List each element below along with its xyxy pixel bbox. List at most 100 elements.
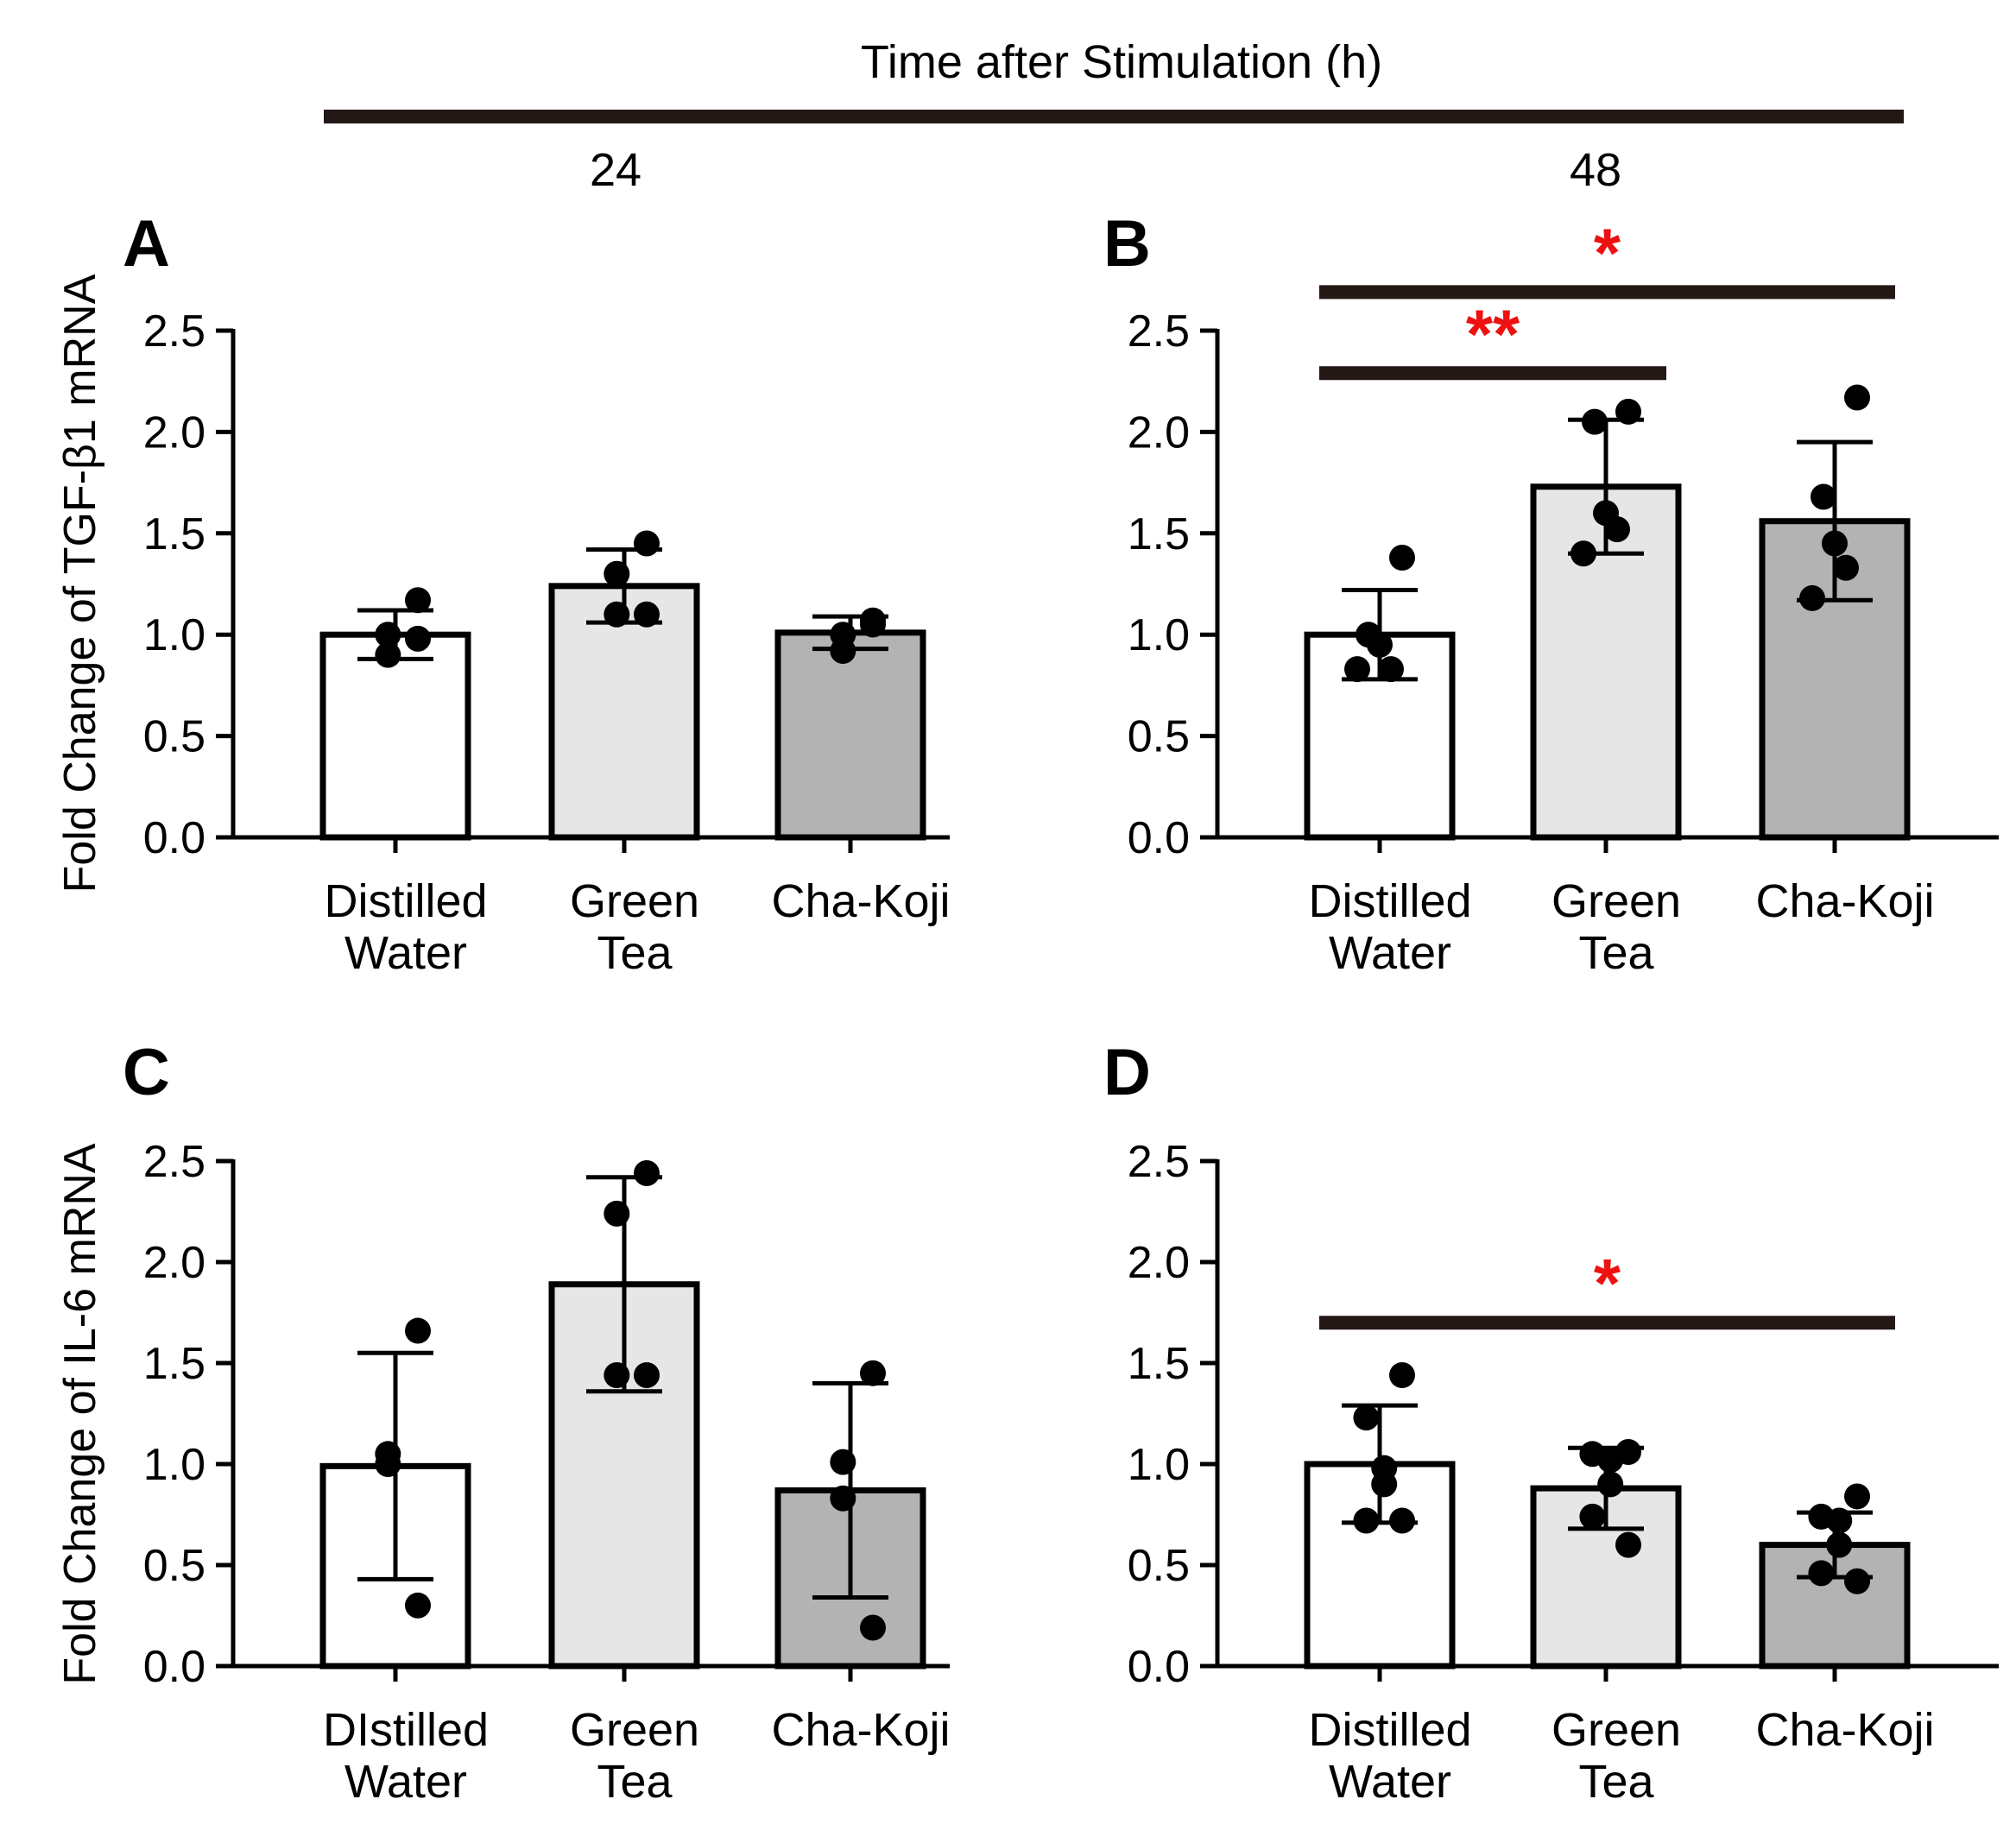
x-tick-label-line: Green [1551, 1704, 1681, 1756]
y-tick-label: 1.5 [1128, 509, 1190, 559]
y-tick-label: 0.0 [143, 1642, 205, 1692]
y-tick-label: 0.5 [143, 712, 205, 762]
data-point [405, 1317, 431, 1344]
x-tick-label-line: Cha-Koji [771, 1704, 950, 1756]
y-tick-label: 1.5 [143, 1339, 205, 1389]
x-tick-label-line: Distilled [324, 875, 487, 927]
y-tick-label: 0.0 [1128, 813, 1190, 863]
x-tick-label-line: Distilled [1308, 1704, 1471, 1756]
data-point [1826, 1531, 1853, 1558]
data-point [830, 1485, 856, 1512]
x-tick-label: Green Tea [570, 1704, 699, 1808]
bar [774, 629, 926, 841]
data-point [1811, 483, 1836, 510]
y-tick-label: 2.5 [1128, 1137, 1190, 1187]
y-tick-label: 1.0 [1128, 1440, 1190, 1490]
data-point [1389, 544, 1415, 571]
data-point [1389, 1362, 1415, 1389]
data-point [604, 560, 630, 587]
x-tick-label-line: DIstilled [323, 1704, 489, 1756]
data-point [405, 587, 431, 614]
y-tick-label: 2.0 [1128, 407, 1190, 458]
x-tick-label-line: Water [344, 927, 467, 979]
x-tick-label: Green Tea [1551, 875, 1681, 979]
y-tick-label: 0.0 [1128, 1642, 1190, 1692]
data-point [1615, 1531, 1641, 1558]
y-axis-label: Fold Change of IL-6 mRNA [55, 1143, 105, 1684]
header-time-24: 24 [590, 144, 641, 196]
data-point [634, 530, 660, 557]
data-point [604, 1362, 630, 1389]
bar [548, 583, 700, 841]
x-tick-label-line: Cha-Koji [1755, 875, 1934, 927]
y-tick-label: 1.5 [143, 509, 205, 559]
y-tick-label: 1.5 [1128, 1339, 1190, 1389]
y-tick-label: 2.5 [143, 1137, 205, 1187]
data-point [604, 1200, 630, 1227]
time-header: Time after Stimulation (h) 24 48 [324, 36, 1904, 196]
data-point [1582, 408, 1608, 435]
x-tick-label: Distilled Water [1308, 1704, 1471, 1808]
x-tick-label-line: Tea [1578, 927, 1654, 979]
data-point [405, 1592, 431, 1619]
data-point [375, 641, 401, 668]
y-tick-label: 0.0 [143, 813, 205, 863]
panel-b: B 0.0 0.5 1.0 1.5 2.0 2.5 Distilled Water Green Te… [1103, 207, 1999, 979]
data-point [1844, 1483, 1870, 1510]
y-tick-label: 0.5 [1128, 712, 1190, 762]
y-tick-label: 1.0 [143, 1440, 205, 1490]
panel-letter: A [123, 207, 170, 281]
data-point [1597, 1471, 1624, 1498]
data-point [830, 637, 856, 664]
significance-label: * [1594, 214, 1621, 291]
x-tick-label-line: Green [1551, 875, 1681, 927]
data-point [1826, 1507, 1853, 1534]
panels: A Fold Change of TGF-β1 mRNA 0.0 0.5 1.0 1.5 2… [55, 207, 1999, 1808]
panel-a: A Fold Change of TGF-β1 mRNA 0.0 0.5 1.0 1.5 2… [55, 207, 951, 979]
data-point [634, 1362, 660, 1389]
x-tick-label-line: Cha-Koji [1755, 1704, 1934, 1756]
data-point [1570, 540, 1596, 567]
panel-letter: D [1103, 1036, 1151, 1109]
y-axis-label: Fold Change of TGF-β1 mRNA [55, 274, 105, 893]
data-point [1615, 398, 1641, 425]
x-tick-label-line: Water [1329, 1756, 1451, 1808]
data-point [1833, 554, 1859, 581]
data-point [375, 1451, 401, 1477]
data-point [1353, 1507, 1380, 1534]
data-point [860, 1614, 886, 1641]
data-point [1597, 1447, 1624, 1474]
x-tick-label-line: Tea [1578, 1756, 1654, 1808]
data-point [1799, 584, 1825, 611]
data-point [1353, 1405, 1380, 1431]
y-tick-label: 1.0 [1128, 610, 1190, 660]
data-point [830, 1449, 856, 1475]
data-point [860, 611, 886, 638]
data-point [375, 622, 401, 648]
significance-label: * [1594, 1245, 1621, 1322]
x-tick-label: Cha-Koji [771, 875, 950, 927]
panel-letter: C [123, 1036, 170, 1109]
y-tick-label: 0.5 [143, 1541, 205, 1591]
x-tick-label: Distilled Water [324, 875, 487, 979]
panel-letter: B [1103, 207, 1151, 281]
x-tick-label: Cha-Koji [771, 1704, 950, 1756]
header-title: Time after Stimulation (h) [861, 36, 1382, 88]
x-tick-label-line: Distilled [1308, 875, 1471, 927]
x-tick-label: Cha-Koji [1755, 1704, 1934, 1756]
x-tick-label-line: Tea [597, 1756, 673, 1808]
data-point [604, 601, 630, 628]
data-point [1344, 656, 1370, 683]
data-point [1808, 1560, 1835, 1587]
data-point [860, 1360, 886, 1386]
y-tick-label: 2.0 [1128, 1238, 1190, 1288]
x-tick-label-line: Green [570, 875, 699, 927]
data-point [1371, 1471, 1398, 1498]
y-tick-label: 2.5 [143, 306, 205, 357]
panel-c: C Fold Change of IL-6 mRNA 0.0 0.5 1.0 1.5 2.0… [55, 1036, 951, 1808]
x-tick-label: Distilled Water [1308, 875, 1471, 979]
x-tick-label-line: Green [570, 1704, 699, 1756]
data-point [1604, 516, 1630, 543]
panel-d: D 0.0 0.5 1.0 1.5 2.0 2.5 Distilled Water Green Te… [1103, 1036, 1999, 1808]
